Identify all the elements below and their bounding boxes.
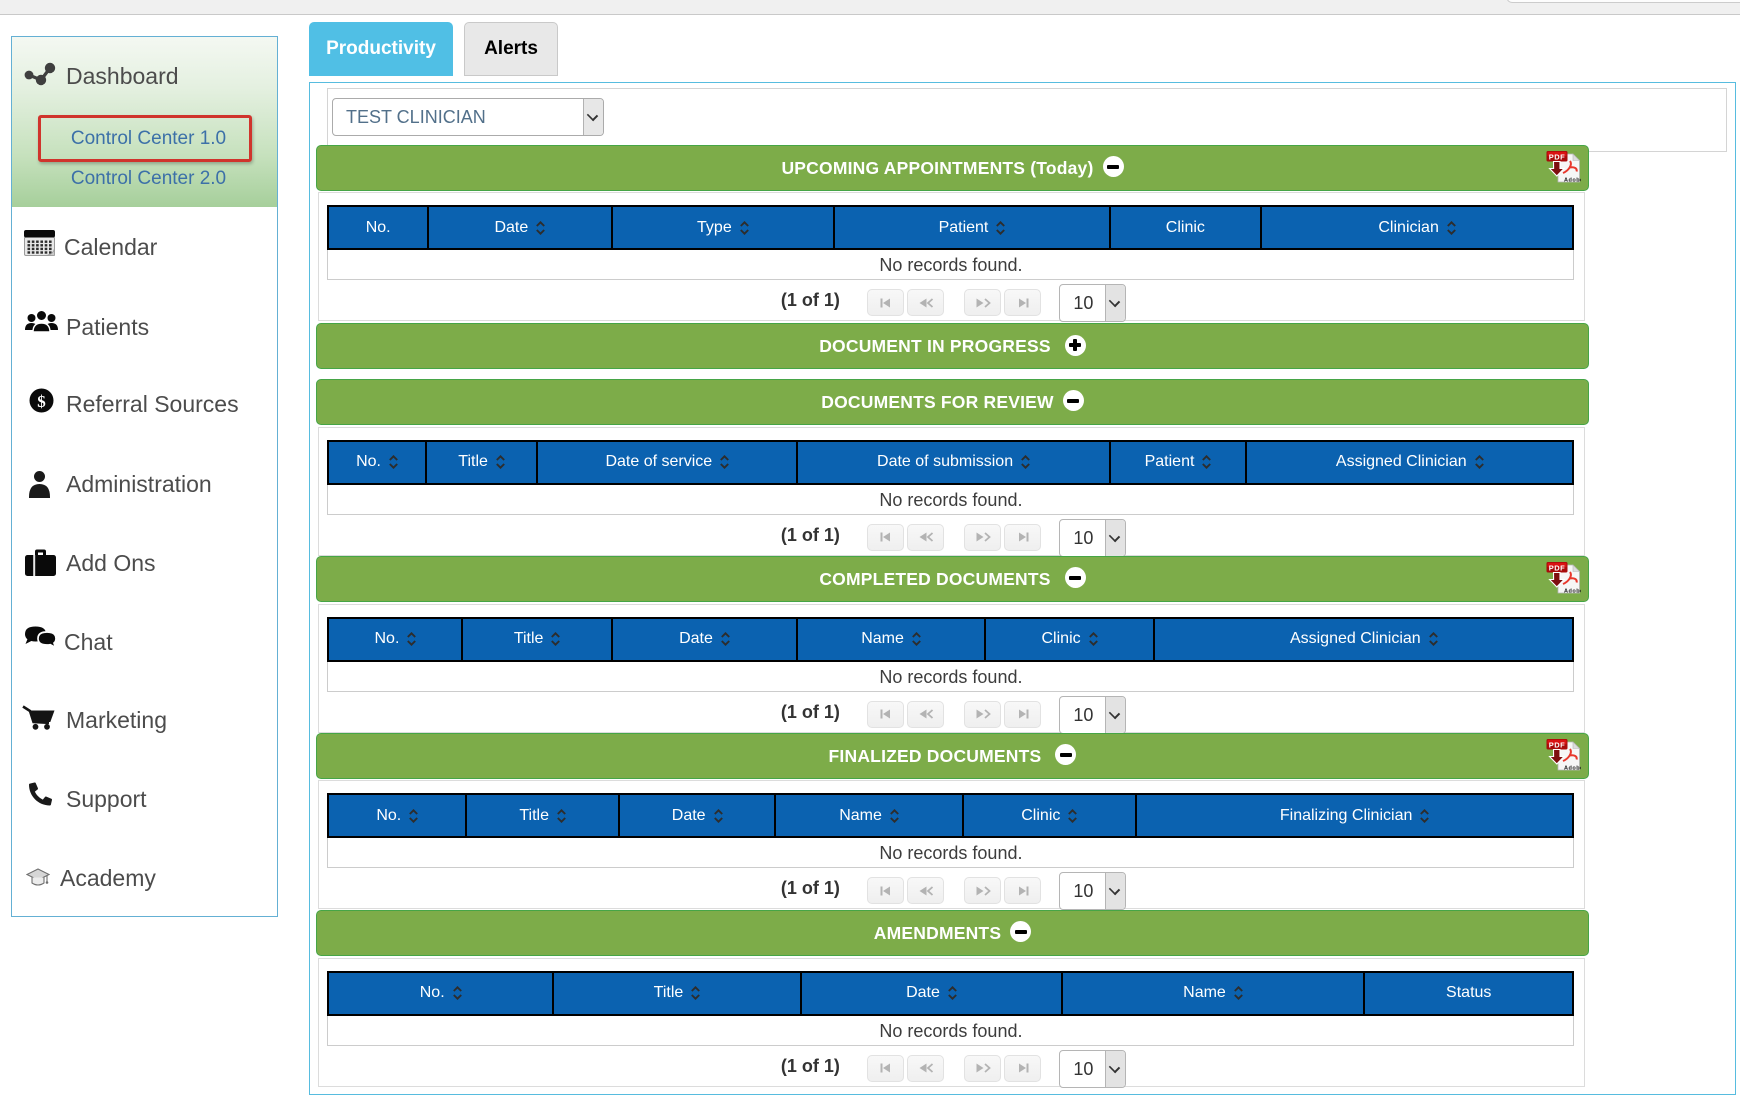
svg-text:PDF: PDF xyxy=(1549,152,1566,161)
svg-text:$: $ xyxy=(37,392,46,411)
svg-text:PDF: PDF xyxy=(1549,564,1566,573)
svg-text:Adobe: Adobe xyxy=(1564,765,1581,771)
svg-text:PDF: PDF xyxy=(1549,740,1566,749)
svg-text:Adobe: Adobe xyxy=(1564,589,1581,595)
svg-text:Adobe: Adobe xyxy=(1564,177,1581,183)
